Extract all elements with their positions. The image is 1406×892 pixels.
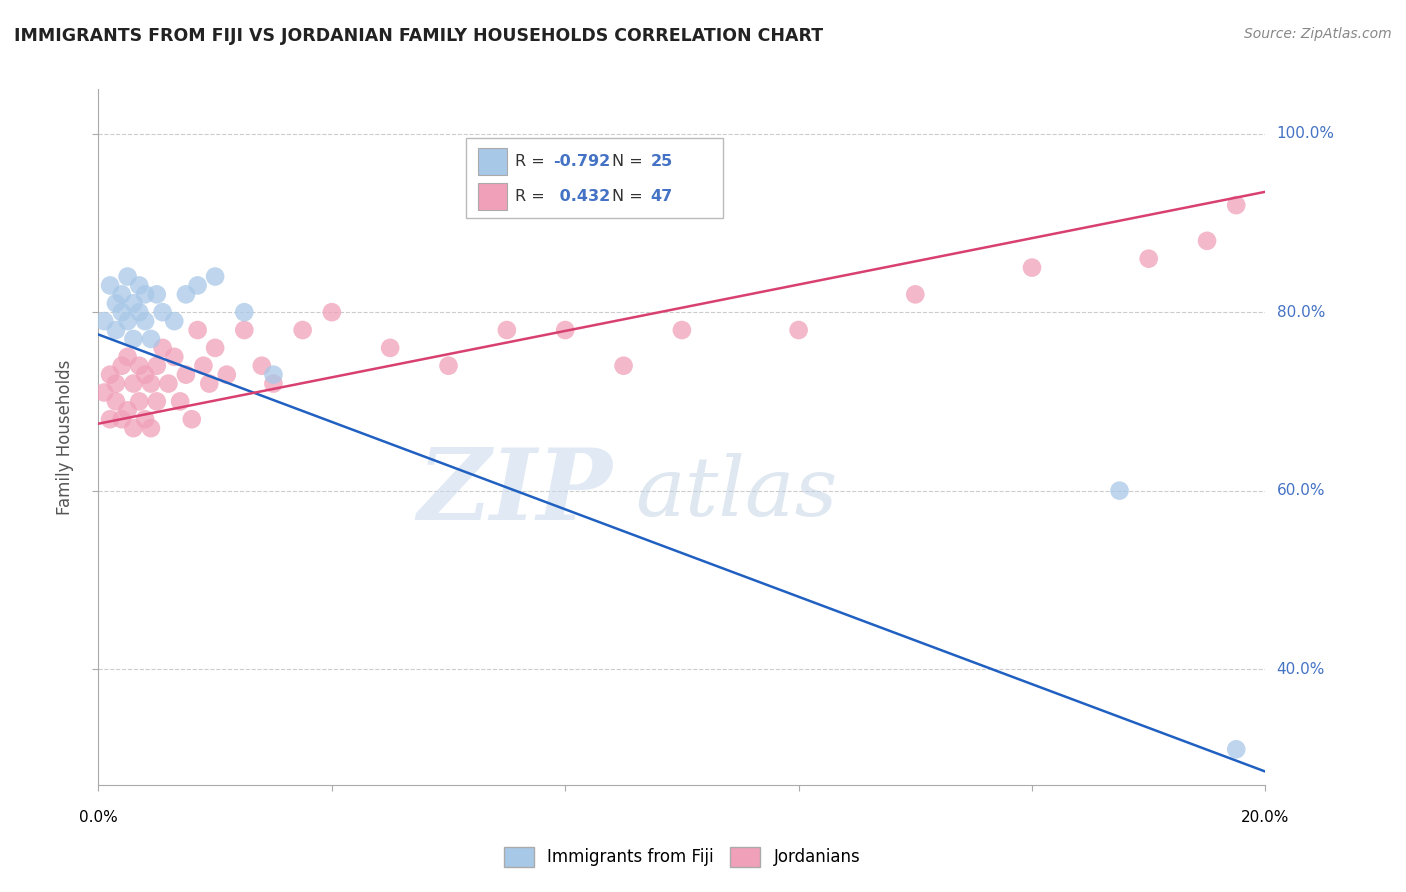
Point <box>134 412 156 426</box>
Text: 40.0%: 40.0% <box>1277 662 1324 676</box>
Point <box>128 278 150 293</box>
Point <box>117 350 139 364</box>
Y-axis label: Family Households: Family Households <box>56 359 75 515</box>
Point <box>787 323 810 337</box>
Point <box>187 278 209 293</box>
Point <box>111 305 134 319</box>
Point <box>104 394 127 409</box>
Point <box>111 359 134 373</box>
Text: 60.0%: 60.0% <box>1277 483 1324 498</box>
Point <box>198 376 221 391</box>
Text: 20.0%: 20.0% <box>1241 810 1289 825</box>
Point <box>157 376 180 391</box>
Point <box>1225 742 1247 756</box>
Point <box>139 332 162 346</box>
Point <box>1137 252 1160 266</box>
Point <box>122 332 145 346</box>
Point <box>163 314 186 328</box>
Point <box>187 323 209 337</box>
Point <box>111 287 134 301</box>
Point <box>152 341 174 355</box>
Point <box>291 323 314 337</box>
Point <box>128 359 150 373</box>
Point <box>174 287 197 301</box>
Point <box>163 350 186 364</box>
Point <box>321 305 343 319</box>
Point <box>204 269 226 284</box>
Text: R =: R = <box>515 154 550 169</box>
Point <box>262 376 284 391</box>
Point <box>380 341 402 355</box>
Point <box>233 305 256 319</box>
Point <box>104 323 127 337</box>
Point <box>204 341 226 355</box>
Point <box>128 394 150 409</box>
Text: 0.0%: 0.0% <box>79 810 118 825</box>
Text: -0.792: -0.792 <box>554 154 610 169</box>
Point <box>139 376 162 391</box>
Point <box>671 323 693 337</box>
Point <box>180 412 202 426</box>
Text: N =: N = <box>612 189 648 204</box>
Point <box>496 323 519 337</box>
Point <box>122 421 145 435</box>
Point <box>98 412 121 426</box>
Point <box>904 287 927 301</box>
Point <box>554 323 576 337</box>
Point <box>134 314 156 328</box>
Point <box>250 359 273 373</box>
Point <box>174 368 197 382</box>
Point <box>134 287 156 301</box>
Point <box>1225 198 1247 212</box>
FancyBboxPatch shape <box>465 138 723 218</box>
Point <box>437 359 460 373</box>
Point <box>612 359 634 373</box>
Point <box>128 305 150 319</box>
Point <box>98 368 121 382</box>
Point <box>262 368 284 382</box>
FancyBboxPatch shape <box>478 148 508 175</box>
FancyBboxPatch shape <box>478 183 508 210</box>
Point <box>1195 234 1218 248</box>
Text: Source: ZipAtlas.com: Source: ZipAtlas.com <box>1244 27 1392 41</box>
Point <box>93 385 115 400</box>
Point <box>193 359 215 373</box>
Point <box>215 368 238 382</box>
Legend: Immigrants from Fiji, Jordanians: Immigrants from Fiji, Jordanians <box>503 847 860 867</box>
Point <box>1108 483 1130 498</box>
Text: 80.0%: 80.0% <box>1277 305 1324 319</box>
Text: ZIP: ZIP <box>418 444 612 541</box>
Point <box>111 412 134 426</box>
Text: N =: N = <box>612 154 648 169</box>
Point <box>146 287 169 301</box>
Text: atlas: atlas <box>636 453 838 533</box>
Point <box>1021 260 1043 275</box>
Point <box>117 269 139 284</box>
Text: 100.0%: 100.0% <box>1277 127 1334 141</box>
Point <box>104 296 127 310</box>
Point <box>104 376 127 391</box>
Point <box>152 305 174 319</box>
Text: 47: 47 <box>651 189 672 204</box>
Point <box>233 323 256 337</box>
Text: R =: R = <box>515 189 550 204</box>
Point <box>122 296 145 310</box>
Point <box>146 359 169 373</box>
Point <box>117 314 139 328</box>
Point <box>122 376 145 391</box>
Point <box>134 368 156 382</box>
Point <box>93 314 115 328</box>
Point <box>139 421 162 435</box>
Point <box>117 403 139 417</box>
Text: IMMIGRANTS FROM FIJI VS JORDANIAN FAMILY HOUSEHOLDS CORRELATION CHART: IMMIGRANTS FROM FIJI VS JORDANIAN FAMILY… <box>14 27 823 45</box>
Point <box>169 394 191 409</box>
Text: 0.432: 0.432 <box>554 189 610 204</box>
Point <box>98 278 121 293</box>
Point <box>146 394 169 409</box>
Text: 25: 25 <box>651 154 672 169</box>
